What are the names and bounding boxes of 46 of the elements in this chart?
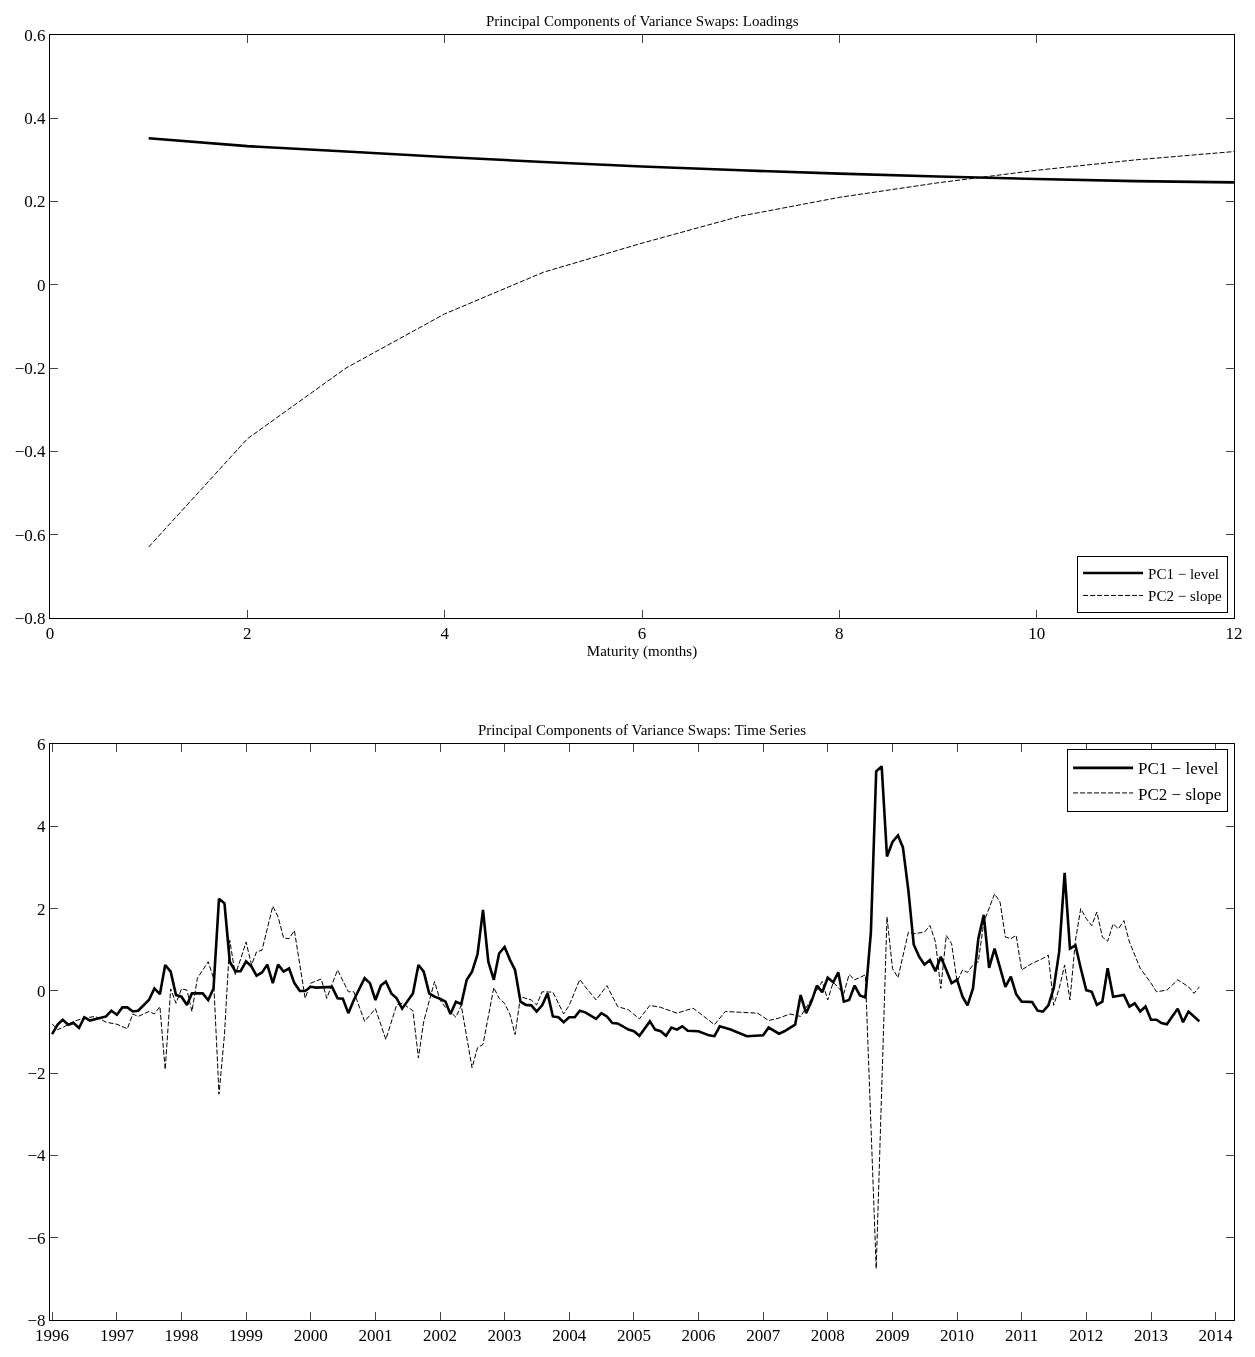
legend-label: PC1 − level: [1138, 759, 1219, 779]
x-tick-label: 6: [637, 624, 647, 644]
x-axis-title: Maturity (months): [586, 643, 698, 661]
x-tick-label: 2000: [293, 1326, 328, 1346]
y-tick-label: −0.8: [14, 608, 46, 628]
x-tick-label: 2004: [552, 1326, 587, 1346]
x-tick-label: 2005: [616, 1326, 651, 1346]
x-tick-label: 12: [1225, 624, 1243, 644]
x-tick-label: 2008: [810, 1326, 845, 1346]
y-tick-label: −0.4: [14, 442, 47, 462]
x-tick-label: 2001: [358, 1326, 393, 1346]
x-tick-label: 2013: [1134, 1326, 1169, 1346]
x-tick-label: 1998: [164, 1326, 199, 1346]
x-tick-label: 2011: [1004, 1326, 1039, 1346]
y-tick-label: 2: [37, 899, 46, 919]
x-tick-label: 2006: [681, 1326, 716, 1346]
chart-title: Principal Components of Variance Swaps: Loadings: [486, 13, 799, 29]
y-tick-label: 4: [37, 817, 47, 837]
x-tick-label: 4: [440, 624, 450, 644]
y-tick-label: 0.4: [24, 109, 47, 129]
y-tick-label: −0.6: [14, 525, 46, 545]
y-tick-label: 0.2: [24, 192, 46, 212]
x-tick-label: 10: [1028, 624, 1046, 644]
x-tick-label: 2002: [423, 1326, 458, 1346]
legend-label: PC1 − level: [1148, 565, 1220, 582]
x-tick-label: 2003: [487, 1326, 522, 1346]
x-tick-label: 2012: [1069, 1326, 1104, 1346]
x-tick-label: 8: [835, 624, 844, 644]
x-tick-label: 2014: [1198, 1326, 1234, 1346]
x-tick-label: 1999: [229, 1326, 264, 1346]
x-tick-label: 1997: [99, 1326, 135, 1346]
y-tick-label: 6: [37, 735, 46, 755]
y-tick-label: −2: [27, 1064, 46, 1084]
x-tick-label: 2: [243, 624, 252, 644]
y-tick-label: −4: [27, 1146, 47, 1166]
x-tick-label: 2010: [940, 1326, 975, 1346]
y-tick-label: −6: [27, 1228, 46, 1248]
legend-label: PC2 − slope: [1148, 588, 1222, 605]
x-tick-label: 2007: [746, 1326, 781, 1346]
y-tick-label: 0: [37, 981, 46, 1001]
y-tick-label: 0.6: [24, 25, 46, 45]
chart-title: Principal Components of Variance Swaps: Time Series: [478, 722, 807, 738]
y-tick-label: −0.2: [14, 358, 46, 378]
legend-label: PC2 − slope: [1138, 784, 1222, 804]
y-tick-label: 0: [37, 275, 46, 295]
x-tick-label: 2009: [875, 1326, 910, 1346]
